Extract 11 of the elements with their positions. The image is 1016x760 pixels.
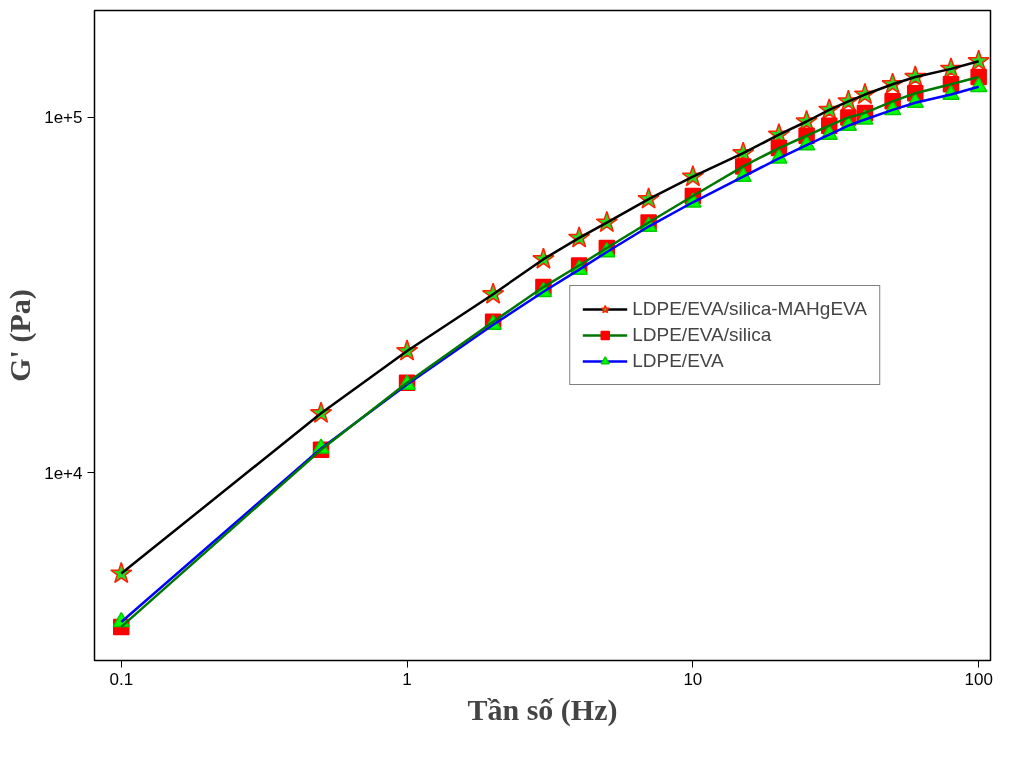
- x-tick-label: 100: [964, 669, 993, 689]
- legend-label: LDPE/EVA: [632, 350, 724, 372]
- y-tick-label: 1e+4: [44, 463, 83, 483]
- legend-label: LDPE/EVA/silica-MAHgEVA: [632, 298, 867, 320]
- y-tick-label: 1e+5: [44, 108, 83, 128]
- legend-label: LDPE/EVA/silica: [632, 324, 772, 346]
- x-tick-label: 0.1: [109, 669, 134, 689]
- x-axis-title: Tần số (Hz): [467, 692, 618, 727]
- y-axis-title: G' (Pa): [3, 289, 38, 382]
- x-tick-label: 10: [683, 669, 703, 689]
- x-tick-label: 1: [402, 669, 412, 689]
